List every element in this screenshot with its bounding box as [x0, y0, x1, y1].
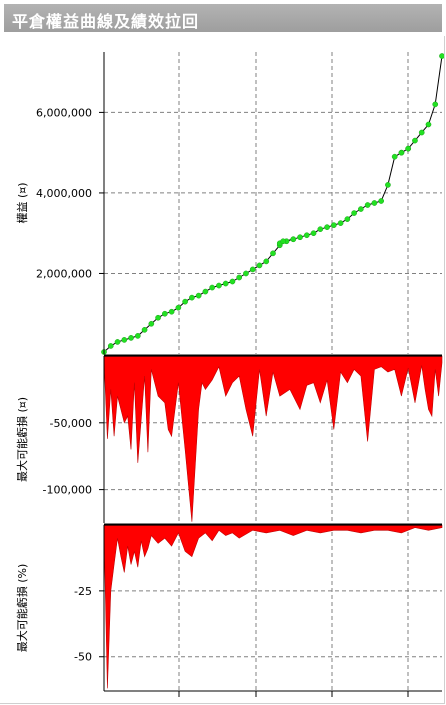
equity-point	[310, 230, 317, 237]
equity-point	[303, 232, 310, 239]
chart-panel-3: -25 -50 最大可能虧損 (%)	[15, 524, 443, 691]
equity-point	[175, 304, 182, 311]
equity-point	[317, 226, 324, 233]
equity-point	[202, 288, 209, 295]
equity-point	[134, 333, 141, 339]
equity-point	[412, 137, 418, 144]
equity-point	[418, 129, 425, 136]
y-axis-label: 最大可能虧損 (%)	[15, 564, 29, 653]
equity-point	[222, 280, 229, 287]
equity-point	[425, 121, 432, 128]
equity-point	[398, 149, 405, 156]
equity-point	[216, 282, 222, 289]
equity-point	[229, 278, 236, 285]
equity-point	[195, 292, 202, 299]
equity-point	[330, 222, 337, 228]
equity-point	[182, 298, 188, 305]
title-bar-background	[4, 4, 442, 32]
equity-point	[243, 270, 249, 277]
equity-point	[364, 202, 371, 208]
equity-point	[432, 101, 439, 108]
equity-point	[378, 198, 385, 204]
equity-point	[290, 236, 297, 243]
equity-point	[161, 310, 168, 317]
equity-line	[103, 55, 443, 353]
equity-point	[324, 224, 330, 231]
y-tick-label: -50,000	[50, 417, 92, 430]
y-tick-label: -25	[74, 585, 92, 598]
y-axis-label: 最大可能虧損 (¤)	[15, 397, 29, 482]
equity-point	[439, 53, 445, 59]
drawdown-area	[103, 355, 443, 522]
y-axis-label: 權益 (¤)	[15, 182, 29, 223]
equity-point	[189, 294, 195, 301]
y-tick-label: -100,000	[43, 484, 92, 497]
equity-point	[249, 266, 256, 273]
equity-point	[209, 284, 216, 291]
equity-point	[337, 220, 344, 226]
equity-point	[107, 343, 114, 349]
equity-point	[385, 182, 391, 188]
chart-panel-2: -50,000 -100,000 最大可能虧損 (¤)	[15, 355, 443, 523]
equity-point	[128, 335, 134, 341]
y-tick-label: 4,000,000	[36, 187, 92, 200]
equity-point	[236, 274, 243, 281]
y-tick-label: 6,000,000	[36, 106, 92, 119]
drawdown-area	[103, 524, 443, 689]
equity-point	[148, 320, 155, 327]
window-title: 平倉權益曲線及績效拉回	[12, 12, 200, 31]
equity-point	[371, 200, 378, 206]
title-bar: 平倉權益曲線及績效拉回	[0, 0, 446, 36]
equity-drawdown-chart: 2,000,000 4,000,000 6,000,000 權益 (¤) -50,000…	[15, 52, 445, 697]
equity-point	[391, 153, 398, 160]
equity-point	[114, 339, 121, 345]
equity-point	[344, 216, 351, 222]
y-tick-label: -50	[74, 651, 92, 664]
equity-point	[141, 326, 148, 333]
equity-point	[297, 234, 303, 241]
equity-point	[351, 210, 357, 216]
equity-point	[155, 314, 161, 321]
y-tick-label: 2,000,000	[36, 267, 92, 280]
equity-point	[280, 238, 286, 245]
chart-panel-1: 2,000,000 4,000,000 6,000,000 權益 (¤)	[15, 52, 445, 355]
equity-point	[256, 262, 263, 269]
equity-point	[263, 258, 270, 265]
equity-point	[168, 308, 175, 315]
equity-point	[270, 250, 276, 257]
equity-point	[358, 206, 364, 212]
equity-point	[121, 337, 128, 343]
equity-point	[405, 145, 412, 152]
